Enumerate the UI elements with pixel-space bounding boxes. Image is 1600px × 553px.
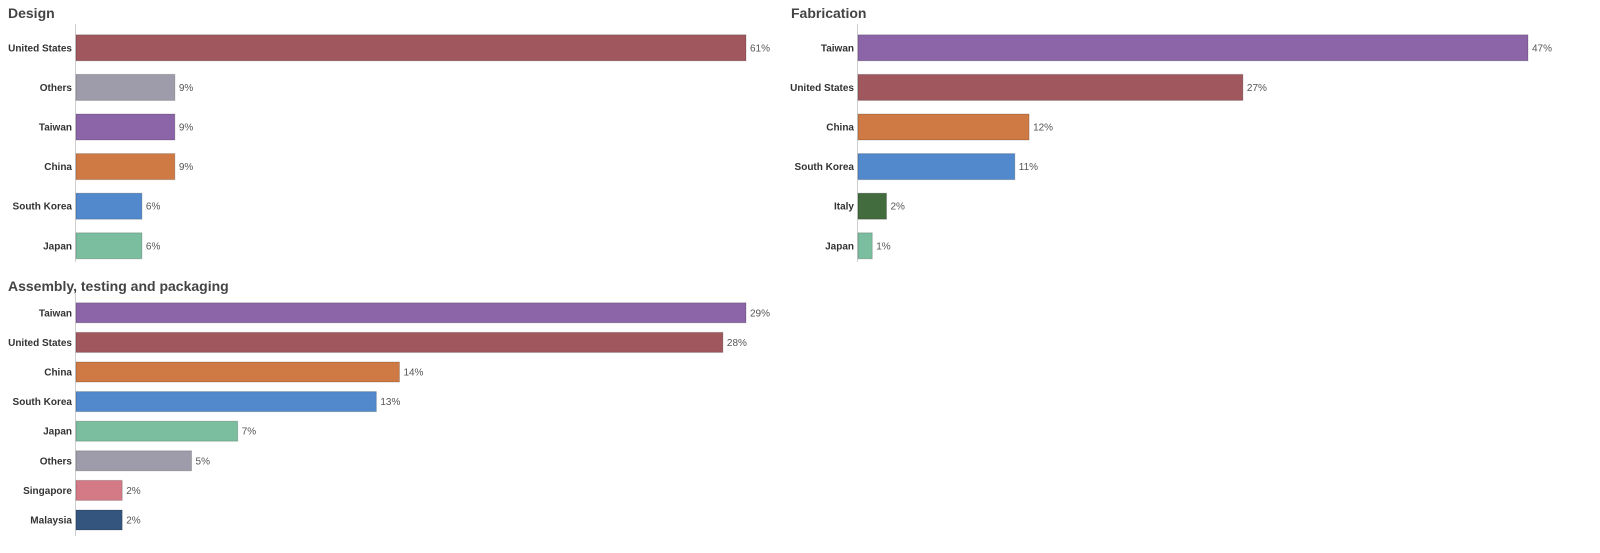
bar [857, 232, 873, 260]
bar [857, 153, 1016, 181]
data-label: 1% [876, 241, 891, 252]
bar [857, 34, 1529, 62]
data-label: 11% [1019, 162, 1038, 173]
category-label: South Korea [13, 397, 73, 408]
bar [75, 153, 176, 181]
bar [75, 479, 123, 501]
bar-chart-design: United States 61% Others 9% Taiwan 9% China 9% S… [8, 24, 770, 262]
bar [75, 192, 143, 220]
chart-title: Assembly, testing and packaging [8, 278, 229, 294]
chart-panel-assembly: Assembly, testing and packaging Taiwan 29… [0, 278, 780, 548]
bar [857, 113, 1030, 141]
category-label: South Korea [13, 202, 73, 213]
category-label: China [44, 162, 72, 173]
category-label: United States [8, 338, 72, 349]
category-label: Japan [825, 241, 854, 252]
category-label: Others [40, 83, 73, 94]
data-label: 29% [750, 308, 770, 319]
bar [75, 361, 400, 383]
bar [75, 232, 143, 260]
category-label: Singapore [23, 486, 72, 497]
bar [75, 509, 123, 531]
chart-title: Design [8, 5, 55, 21]
category-label: Others [40, 456, 73, 467]
bar [75, 302, 747, 324]
data-label: 6% [146, 241, 161, 252]
data-label: 28% [727, 338, 747, 349]
data-label: 14% [403, 368, 423, 379]
category-label: Malaysia [30, 516, 72, 527]
category-label: China [44, 368, 72, 379]
data-label: 12% [1033, 123, 1053, 134]
data-label: 13% [380, 397, 400, 408]
category-label: China [826, 123, 854, 134]
bar-chart-fabrication: Taiwan 47% United States 27% China 12% South K… [790, 24, 1552, 262]
category-label: United States [8, 43, 72, 54]
bar [857, 192, 888, 220]
category-label: Taiwan [39, 123, 72, 134]
chart-title: Fabrication [791, 5, 867, 21]
data-label: 27% [1247, 83, 1267, 94]
category-label: Italy [834, 202, 854, 213]
bar [857, 73, 1244, 101]
data-label: 7% [242, 427, 257, 438]
category-label: South Korea [795, 162, 855, 173]
data-label: 6% [146, 202, 161, 213]
bar [75, 391, 377, 413]
bar [75, 450, 193, 472]
category-label: Taiwan [39, 308, 72, 319]
data-label: 9% [179, 162, 194, 173]
category-label: United States [790, 83, 854, 94]
data-label: 47% [1532, 43, 1552, 54]
data-label: 5% [196, 456, 211, 467]
bar [75, 73, 176, 101]
category-label: Japan [43, 427, 72, 438]
bar-chart-assembly: Taiwan 29% United States 28% China 14% South K… [8, 294, 770, 536]
category-label: Japan [43, 241, 72, 252]
bar [75, 113, 176, 141]
chart-panel-design: Design United States 61% Others 9% Taiwan 9% C… [0, 0, 780, 262]
data-label: 2% [126, 516, 141, 527]
data-label: 2% [891, 202, 906, 213]
data-label: 9% [179, 123, 194, 134]
bar [75, 331, 724, 353]
category-label: Taiwan [821, 43, 854, 54]
data-label: 2% [126, 486, 141, 497]
bar [75, 420, 239, 442]
bar [75, 34, 747, 62]
data-label: 9% [179, 83, 194, 94]
data-label: 61% [750, 43, 770, 54]
chart-panel-fabrication: Fabrication Taiwan 47% United States 27% Chi… [782, 0, 1600, 262]
